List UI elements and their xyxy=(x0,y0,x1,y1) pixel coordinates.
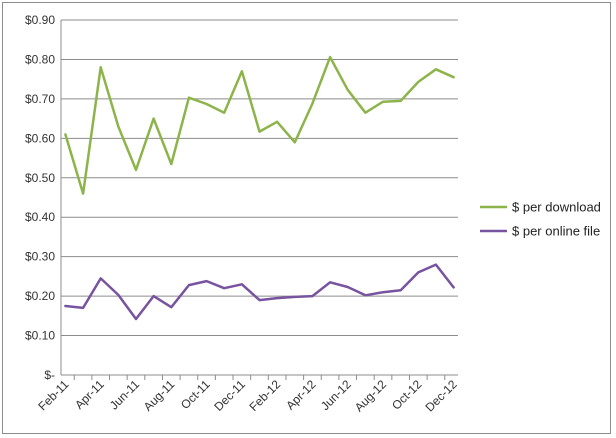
y-axis-tick-labels: $- $0.10 $0.20 $0.30 $0.40 $0.50 $0.60 $0.70 $0.… xyxy=(25,13,55,382)
legend-label: $ per download xyxy=(512,200,601,215)
x-tick-label: Oct-12 xyxy=(389,377,425,413)
x-tick-label: Dec-12 xyxy=(422,377,459,414)
y-tick-label: $0.20 xyxy=(25,289,55,303)
x-tick-label: Feb-11 xyxy=(35,377,71,413)
x-tick-label: Apr-12 xyxy=(283,377,319,413)
y-tick-label: $0.90 xyxy=(25,13,55,27)
axes xyxy=(60,20,458,376)
x-tick-label: Feb-12 xyxy=(246,377,283,414)
y-tick-label: $0.60 xyxy=(25,131,55,145)
y-tick-label: $0.50 xyxy=(25,171,55,185)
y-tick-label: $0.30 xyxy=(25,250,55,264)
x-tick-label: Aug-12 xyxy=(352,377,389,414)
x-tick-label: Jun-12 xyxy=(318,377,354,413)
x-tick-label: Aug-11 xyxy=(141,377,178,414)
x-tick-label: Apr-11 xyxy=(72,377,107,412)
x-tick-label: Jun-11 xyxy=(107,377,142,412)
x-tick-label: Dec-11 xyxy=(211,377,248,414)
y-tick-label: $0.10 xyxy=(25,329,55,343)
y-tick-label: $0.80 xyxy=(25,52,55,66)
y-tick-label: $- xyxy=(44,368,55,382)
x-tick-label: Oct-11 xyxy=(178,377,213,412)
y-tick-label: $0.70 xyxy=(25,92,55,106)
series-line-per-download xyxy=(64,55,455,195)
gridlines xyxy=(61,19,458,337)
legend-label: $ per online file xyxy=(512,224,600,239)
y-tick-label: $0.40 xyxy=(25,210,55,224)
series-line-per-online-file xyxy=(64,263,455,321)
series-lines xyxy=(64,55,455,321)
legend: $ per download $ per online file xyxy=(480,200,601,239)
